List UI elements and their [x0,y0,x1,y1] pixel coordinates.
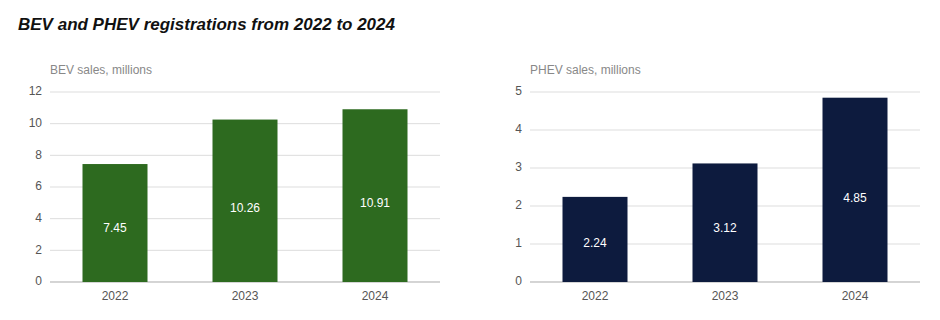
y-tick-label: 6 [35,179,42,193]
y-tick-label: 2 [515,198,522,212]
y-tick-label: 8 [35,148,42,162]
data-label: 2.24 [583,236,607,250]
axis-label: PHEV sales, millions [530,63,641,77]
chart-canvas: BEV and PHEV registrations from 2022 to … [0,0,940,320]
data-label: 4.85 [843,191,867,205]
x-tick-label: 2022 [582,289,609,303]
data-label: 7.45 [103,221,127,235]
panel: BEV sales, millions 0 2 4 6 8 10 12 7.45 10.26 10.… [29,63,440,303]
y-tick-label: 3 [515,160,522,174]
x-tick-label: 2023 [232,289,259,303]
axis-label: BEV sales, millions [50,63,152,77]
bar [693,163,758,282]
bar [343,109,408,282]
data-label: 3.12 [713,221,737,235]
bar [823,98,888,282]
data-labels: 7.45 10.26 10.91 [103,196,390,235]
bars [563,98,888,282]
y-tick-label: 2 [35,243,42,257]
y-tick-label: 4 [515,122,522,136]
x-tick-label: 2023 [712,289,739,303]
x-tick-label: 2024 [362,289,389,303]
y-tick-label: 10 [29,116,43,130]
grid-line [50,92,440,93]
bar [83,164,148,282]
x-tick-label: 2022 [102,289,129,303]
bar [563,197,628,282]
y-tick-label: 0 [35,274,42,288]
y-tick-label: 5 [515,84,522,98]
y-tick-label: 4 [35,211,42,225]
panel: PHEV sales, millions 0 1 2 3 4 5 2.24 3.12 4.85 20… [515,63,920,303]
y-tick-label: 12 [29,84,43,98]
y-tick-label: 1 [515,236,522,250]
chart-title: BEV and PHEV registrations from 2022 to … [18,15,396,34]
bars [83,109,408,282]
data-label: 10.91 [360,196,390,210]
data-labels: 2.24 3.12 4.85 [583,191,867,250]
grid-line [530,92,920,93]
data-label: 10.26 [230,201,260,215]
bar [213,120,278,282]
y-tick-label: 0 [515,274,522,288]
x-tick-label: 2024 [842,289,869,303]
